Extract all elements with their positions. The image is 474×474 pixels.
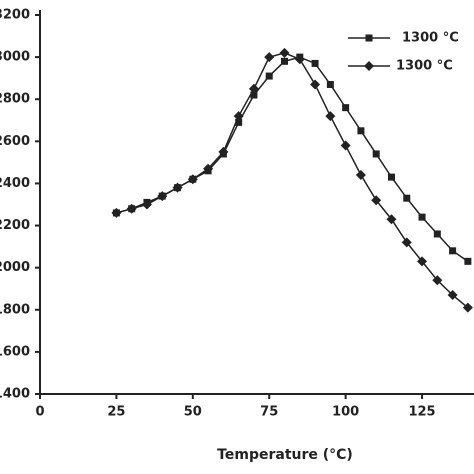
x-tick-label: 0: [35, 405, 44, 420]
marker: [372, 150, 380, 158]
y-tick-label: 1600: [0, 344, 30, 359]
marker: [141, 199, 152, 210]
y-tick-label: 1800: [0, 302, 30, 317]
marker: [111, 207, 122, 218]
y-tick-label: 2600: [0, 134, 30, 149]
marker: [265, 72, 273, 80]
y-tick-label: 2800: [0, 92, 30, 107]
marker: [357, 127, 365, 135]
marker: [447, 290, 458, 301]
x-tick-label: 25: [107, 405, 125, 420]
marker: [433, 230, 441, 238]
marker: [248, 83, 259, 94]
marker: [326, 80, 334, 88]
x-tick-label: 125: [408, 405, 435, 420]
y-tick-label: 2400: [0, 176, 30, 191]
legend-marker: [364, 61, 374, 71]
marker: [311, 59, 319, 67]
marker: [462, 302, 473, 313]
legend-marker: [365, 34, 373, 42]
marker: [172, 182, 183, 193]
marker: [464, 257, 472, 265]
marker: [294, 54, 305, 65]
marker: [310, 79, 321, 90]
y-tick-label: 1400: [0, 387, 30, 402]
y-tick-label: 3000: [0, 50, 30, 65]
marker: [264, 52, 275, 63]
marker: [157, 191, 168, 202]
marker: [418, 213, 426, 221]
marker: [449, 247, 457, 255]
marker: [371, 195, 382, 206]
x-axis-label: Temperature (°C): [217, 447, 353, 463]
marker: [233, 111, 244, 122]
marker: [203, 163, 214, 174]
marker: [403, 194, 411, 202]
y-tick-label: 2200: [0, 218, 30, 233]
legend-label: 1300 °C: [396, 59, 453, 74]
marker: [235, 118, 243, 126]
legend-label: 1300 °C: [402, 31, 459, 46]
marker: [126, 203, 137, 214]
y-tick-label: 3200: [0, 8, 30, 23]
marker: [387, 173, 395, 181]
marker: [417, 256, 428, 267]
marker: [279, 47, 290, 58]
series-line: [116, 56, 469, 262]
marker: [432, 275, 443, 286]
marker: [340, 140, 351, 151]
marker: [250, 91, 258, 99]
marker: [386, 214, 397, 225]
x-tick-label: 75: [260, 405, 278, 420]
marker: [342, 104, 350, 112]
marker: [355, 170, 366, 181]
marker: [325, 111, 336, 122]
marker: [218, 146, 229, 157]
marker: [187, 174, 198, 185]
x-tick-label: 100: [332, 405, 359, 420]
x-tick-label: 50: [184, 405, 202, 420]
series-line: [116, 52, 469, 309]
marker: [401, 237, 412, 248]
marker: [281, 57, 289, 65]
